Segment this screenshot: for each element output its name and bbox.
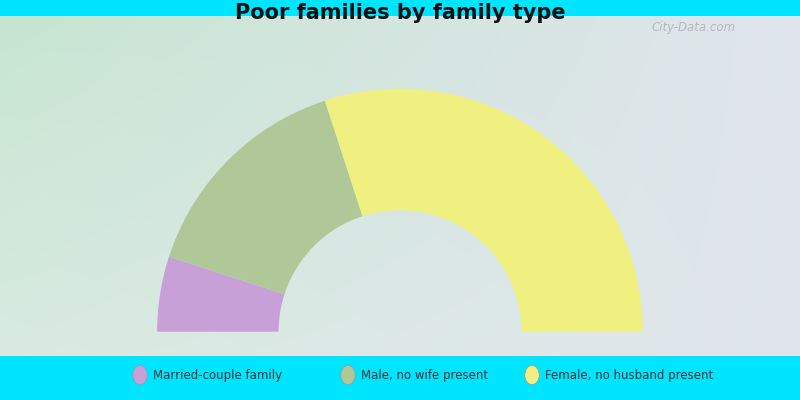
Text: Female, no husband present: Female, no husband present — [545, 368, 713, 382]
Ellipse shape — [525, 366, 539, 385]
Text: City-Data.com: City-Data.com — [651, 21, 735, 34]
Ellipse shape — [341, 366, 355, 385]
Polygon shape — [157, 257, 285, 332]
Ellipse shape — [133, 366, 147, 385]
Polygon shape — [325, 89, 643, 332]
Text: Married-couple family: Married-couple family — [153, 368, 282, 382]
Text: Poor families by family type: Poor families by family type — [234, 3, 566, 23]
Text: Male, no wife present: Male, no wife present — [361, 368, 488, 382]
Polygon shape — [169, 101, 362, 294]
